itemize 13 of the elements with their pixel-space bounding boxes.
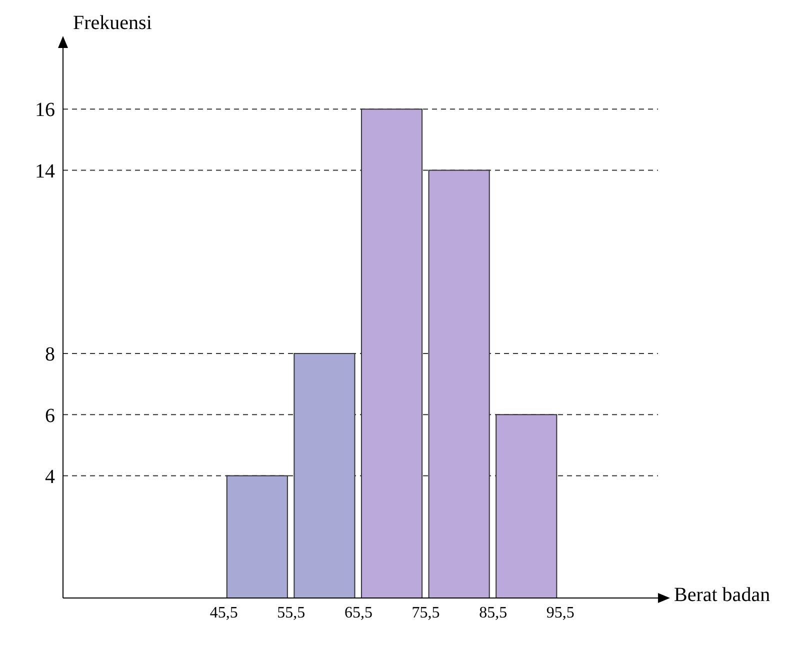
x-tick-label: 65,5 — [344, 604, 372, 622]
y-tick-label: 14 — [35, 160, 55, 182]
y-tick-label: 8 — [45, 344, 55, 366]
y-tick-label: 16 — [35, 99, 55, 122]
y-axis-title: Frekuensi — [73, 12, 152, 35]
y-tick-label: 4 — [45, 466, 55, 488]
x-tick-label: 75,5 — [412, 604, 440, 622]
y-tick-label: 6 — [45, 404, 55, 427]
x-tick-label: 45,5 — [210, 604, 238, 622]
x-tick-label: 55,5 — [277, 604, 306, 622]
x-tick-label: 85,5 — [479, 604, 508, 622]
x-axis-title: Berat badan — [674, 584, 770, 607]
x-tick-label: 95,5 — [546, 604, 574, 622]
